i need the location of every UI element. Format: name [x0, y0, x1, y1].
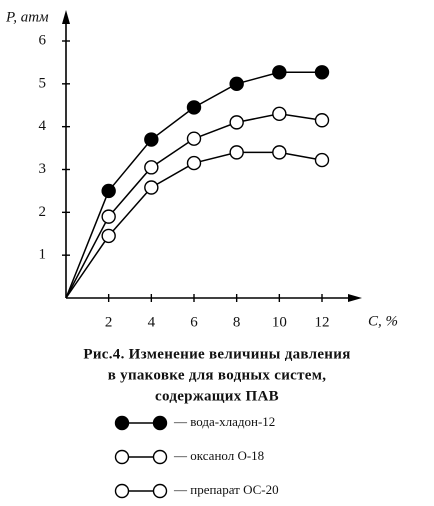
y-tick-label: 2 — [39, 204, 47, 220]
legend-marker — [114, 483, 130, 499]
legend-marker — [152, 415, 168, 431]
y-tick-label: 4 — [39, 118, 47, 134]
x-tick-label: 12 — [315, 314, 330, 330]
x-arrow — [348, 294, 362, 302]
legend-marker — [152, 483, 168, 499]
series-marker — [144, 132, 159, 147]
series-marker — [314, 65, 330, 80]
caption-line: Рис.4. Изменение величины давления — [83, 346, 350, 362]
legend-marker — [114, 449, 130, 465]
x-tick-label: 2 — [105, 314, 113, 330]
series-marker — [144, 180, 159, 195]
y-tick-label: 3 — [39, 161, 47, 177]
x-tick-label: 8 — [233, 314, 241, 330]
caption-line: содержащих ПАВ — [155, 388, 279, 404]
series-marker — [314, 152, 330, 168]
series-marker — [229, 115, 244, 130]
series-marker — [272, 106, 287, 122]
y-tick-label: 5 — [39, 75, 47, 91]
series-marker — [101, 209, 116, 224]
x-axis-label: C, % — [368, 313, 398, 329]
series-marker — [229, 76, 244, 92]
series-marker — [101, 183, 116, 199]
legend-marker — [152, 449, 168, 465]
x-tick-label: 4 — [148, 314, 156, 330]
y-arrow — [62, 10, 70, 24]
series-marker — [272, 65, 287, 80]
series-marker — [314, 113, 330, 128]
series-marker — [229, 145, 244, 160]
legend-label: — вода-хладон-12 — [173, 414, 275, 429]
series-marker — [186, 155, 202, 171]
series-marker — [101, 228, 116, 244]
x-tick-label: 6 — [190, 314, 198, 330]
y-tick-label: 6 — [39, 32, 47, 48]
series-marker — [186, 100, 202, 115]
series-marker — [144, 160, 159, 175]
series-marker — [186, 131, 202, 146]
caption-line: в упаковке для водных систем, — [108, 367, 327, 383]
y-axis-label: P, атм — [5, 9, 49, 25]
x-tick-label: 10 — [272, 314, 287, 330]
legend-label: — оксанол О-18 — [173, 448, 264, 463]
legend-marker — [114, 415, 130, 431]
series-marker — [272, 145, 287, 160]
legend-label: — препарат ОС-20 — [173, 482, 279, 497]
y-tick-label: 1 — [39, 247, 47, 263]
